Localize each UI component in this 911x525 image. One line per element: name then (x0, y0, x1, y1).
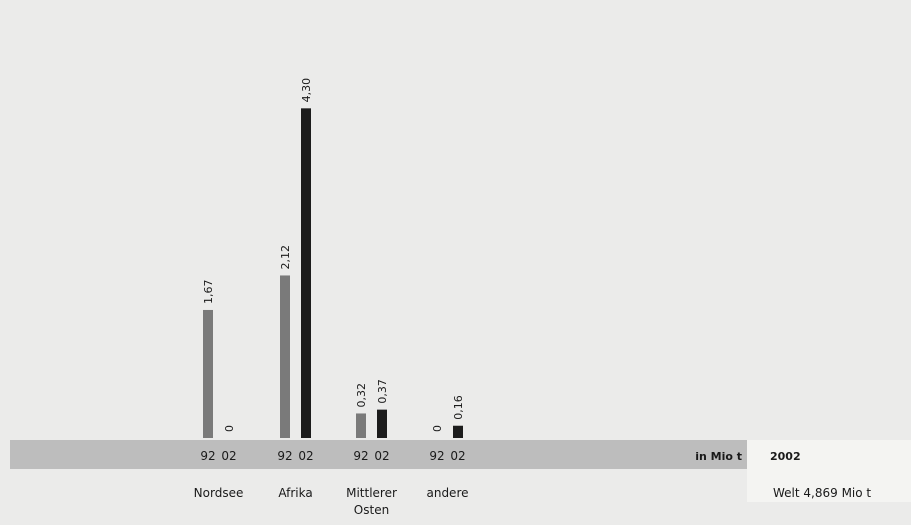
labels-group: 1,67 92 0 02 Nordsee 2,12 92 4,30 02 Afrika 0,32 92… (194, 78, 469, 517)
category-label: Afrika (278, 486, 312, 500)
year-tick-label: 02 (298, 449, 313, 463)
year-tick-label: 92 (353, 449, 368, 463)
bar-02-2 (377, 409, 387, 438)
category-label: Mittlerer (346, 486, 397, 500)
year-tick-label: 02 (374, 449, 389, 463)
value-label: 0,32 (355, 383, 368, 408)
value-label: 4,30 (300, 78, 313, 103)
side-panel (747, 440, 911, 502)
value-label: 0 (431, 425, 444, 432)
bars-group (203, 108, 463, 438)
year-tick-label: 92 (429, 449, 444, 463)
category-label: Osten (354, 503, 389, 517)
category-label: Nordsee (194, 486, 244, 500)
value-label: 0 (223, 425, 236, 432)
category-label: andere (426, 486, 468, 500)
bar-92-2 (356, 413, 366, 438)
axis-band (10, 440, 747, 469)
bar-92-0 (203, 309, 213, 438)
value-label: 1,67 (202, 279, 215, 304)
bar-02-1 (301, 108, 311, 438)
year-tick-label: 02 (450, 449, 465, 463)
year-tick-label: 02 (221, 449, 236, 463)
side-year-label: 2002 (770, 450, 801, 463)
unit-label: in Mio t (695, 450, 742, 463)
value-label: 0,37 (376, 379, 389, 404)
value-label: 0,16 (452, 395, 465, 420)
year-tick-label: 92 (200, 449, 215, 463)
bar-92-1 (280, 275, 290, 438)
bar-02-3 (453, 425, 463, 438)
value-label: 2,12 (279, 245, 292, 270)
world-total-label: Welt 4,869 Mio t (773, 486, 871, 500)
year-tick-label: 92 (277, 449, 292, 463)
